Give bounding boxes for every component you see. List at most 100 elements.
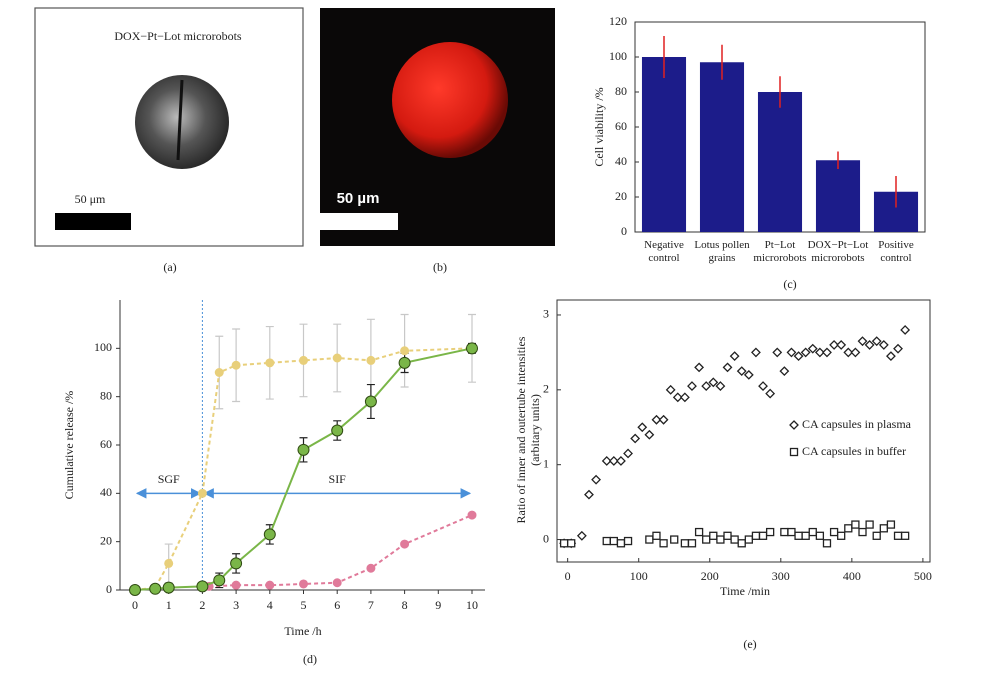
point — [467, 510, 477, 520]
point — [149, 582, 162, 595]
x-tick-label: Pt−Lot microrobots — [753, 239, 806, 264]
point — [576, 530, 587, 541]
point — [366, 563, 376, 573]
point — [331, 424, 344, 437]
plot-frame — [556, 299, 931, 563]
scale-label: 50 µm — [337, 190, 380, 207]
point — [872, 531, 881, 540]
x-tick-label: 0 — [132, 598, 138, 612]
x-tick-label-line: Negative — [644, 239, 684, 251]
bar — [815, 160, 861, 232]
point — [709, 531, 718, 540]
point — [591, 474, 601, 485]
point — [263, 528, 276, 541]
x-tick-label: Positive control — [878, 239, 914, 264]
x-tick-label: 3 — [233, 598, 239, 612]
point — [164, 558, 174, 568]
image-caption: DOX−Pt−Lot microrobots — [114, 29, 242, 43]
point — [645, 535, 654, 544]
point — [723, 531, 732, 540]
microrobot — [135, 75, 229, 169]
y-tick-label: 80 — [100, 388, 112, 402]
point — [601, 456, 612, 466]
annotation: SGF — [158, 472, 180, 486]
point — [850, 347, 861, 358]
y-tick-label: 2 — [543, 382, 549, 396]
point — [609, 536, 618, 546]
annotation: SIF — [329, 472, 347, 486]
x-tick-label: 7 — [368, 598, 374, 612]
point — [701, 381, 712, 392]
point — [801, 531, 810, 540]
point — [214, 368, 224, 377]
x-tick-label-line: control — [880, 252, 911, 264]
scale-bar — [320, 213, 398, 230]
point — [637, 422, 648, 433]
point — [708, 377, 719, 388]
point — [658, 414, 669, 425]
point — [230, 557, 243, 570]
panel-label: (e) — [743, 637, 756, 651]
legend-marker — [789, 447, 799, 457]
point — [871, 336, 882, 347]
point — [400, 539, 410, 549]
point — [851, 520, 860, 529]
point — [231, 360, 241, 370]
point — [616, 456, 626, 466]
y-tick-label: 3 — [543, 307, 549, 321]
point — [758, 531, 768, 540]
point — [559, 539, 569, 548]
point — [765, 388, 776, 399]
point — [729, 351, 740, 362]
x-tick-label: 8 — [402, 598, 408, 612]
point — [736, 366, 747, 377]
point — [744, 535, 753, 544]
point — [878, 339, 889, 350]
point — [652, 531, 661, 540]
point — [893, 343, 903, 354]
point — [670, 535, 679, 544]
y-tick-label: 40 — [100, 485, 112, 499]
point — [299, 579, 308, 589]
x-tick-label-line: grains — [709, 252, 736, 264]
point — [129, 584, 141, 596]
point — [807, 343, 818, 354]
point — [584, 489, 594, 500]
x-tick-label: 10 — [466, 598, 478, 612]
point — [400, 346, 410, 356]
point — [644, 429, 655, 440]
point — [765, 527, 775, 537]
x-tick-label: Negative control — [644, 239, 684, 264]
point — [680, 539, 690, 548]
point — [822, 347, 832, 358]
point — [758, 381, 768, 392]
point — [858, 527, 867, 537]
x-tick-label-line: DOX−Pt−Lot — [808, 239, 869, 251]
point — [829, 527, 839, 537]
crack — [176, 79, 184, 161]
series-line — [134, 347, 473, 591]
legend-marker — [789, 420, 799, 430]
point — [886, 351, 896, 362]
x-tick-label: Lotus pollen grains — [694, 239, 750, 264]
x-axis-label: Time /h — [284, 624, 321, 638]
point — [231, 580, 241, 590]
point — [800, 347, 811, 358]
x-tick-label-line: control — [648, 252, 679, 264]
point — [602, 536, 611, 546]
bar — [641, 57, 687, 232]
y-axis-label: Cell viability /% — [592, 87, 606, 166]
point — [366, 355, 376, 365]
point — [780, 527, 789, 537]
point — [299, 355, 308, 365]
x-tick-label: 1 — [166, 598, 172, 612]
point — [743, 369, 754, 380]
point — [822, 539, 832, 548]
point — [672, 392, 683, 403]
x-tick-label-line: microrobots — [811, 252, 864, 264]
x-tick-label: 9 — [435, 598, 441, 612]
x-tick-label-line: Lotus pollen — [694, 239, 750, 251]
image-b: 50 µm (b) — [320, 8, 555, 274]
point — [900, 325, 911, 335]
